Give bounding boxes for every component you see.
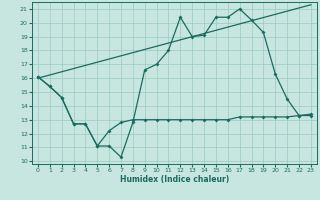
X-axis label: Humidex (Indice chaleur): Humidex (Indice chaleur) [120, 175, 229, 184]
